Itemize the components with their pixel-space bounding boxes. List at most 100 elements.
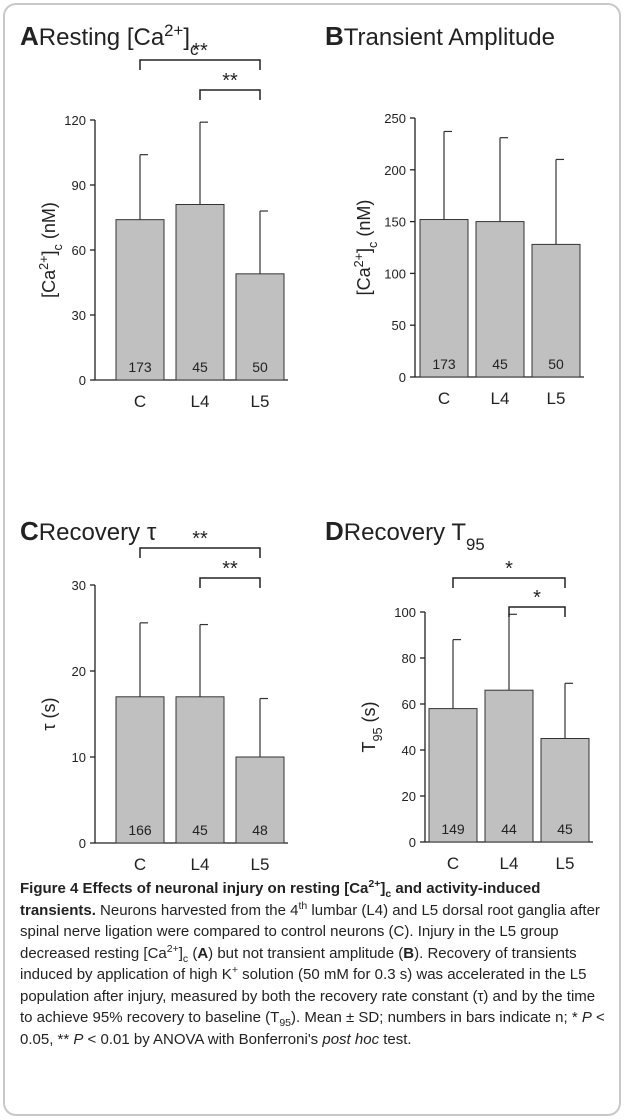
caption-run: 2+	[166, 942, 179, 955]
text-run: 2+	[164, 21, 183, 40]
caption-run: +	[231, 964, 238, 976]
bar	[115, 219, 165, 381]
n-label: 173	[432, 356, 456, 372]
y-tick-label: 20	[402, 789, 416, 804]
text-run: (s)	[359, 701, 379, 727]
n-label: 45	[492, 356, 508, 372]
caption-run: (	[188, 944, 198, 962]
text-run: ]	[183, 24, 190, 51]
caption-run: < 0.05, **	[20, 1009, 605, 1048]
caption-run: P	[73, 1030, 84, 1048]
bar	[115, 696, 165, 844]
caption-run: lumbar (L4) and L5 dorsal root ganglia a…	[20, 901, 600, 962]
significance-bracket	[139, 547, 261, 558]
y-axis-label: [Ca2+]c (nM)	[37, 202, 65, 298]
y-tick-label: 100	[394, 605, 416, 620]
x-tick-label: C	[447, 854, 459, 873]
text-run: Transient Amplitude	[344, 24, 555, 51]
y-tick-label: 30	[72, 578, 86, 593]
x-tick-label: C	[134, 392, 146, 411]
y-tick-label: 60	[402, 697, 416, 712]
y-axis-label: T95 (s)	[359, 701, 385, 752]
significance-label: **	[222, 558, 238, 580]
caption-run: ) but not transient amplitude (	[208, 944, 404, 962]
x-tick-label: C	[438, 389, 450, 408]
n-label: 166	[128, 822, 152, 838]
text-run: Recovery τ	[39, 519, 157, 546]
caption-run: Figure 4 Effects of neuronal injury on r…	[20, 880, 369, 897]
caption-run: test.	[379, 1030, 412, 1048]
x-tick-label: L5	[251, 392, 270, 411]
text-run: τ (s)	[39, 697, 59, 730]
n-label: 45	[192, 359, 208, 375]
x-tick-label: L5	[251, 855, 270, 874]
y-tick-label: 250	[384, 111, 406, 126]
panel-letter: A	[20, 21, 39, 51]
y-tick-label: 200	[384, 163, 406, 178]
caption-run: c	[385, 888, 392, 900]
text-run: Recovery T	[344, 519, 467, 546]
n-label: 50	[548, 356, 564, 372]
x-tick-label: L4	[191, 855, 210, 874]
text-run: ]	[39, 250, 59, 255]
text-run: 2+	[352, 253, 366, 267]
caption-run: ]	[380, 880, 386, 897]
n-label: 45	[192, 822, 208, 838]
y-tick-label: 120	[64, 113, 86, 128]
significance-bracket	[139, 59, 261, 70]
text-run: Resting [Ca	[39, 24, 165, 51]
n-label: 149	[441, 821, 465, 837]
caption-run: and activity-induced transients.	[20, 880, 541, 919]
n-label: 44	[501, 821, 517, 837]
y-tick-label: 60	[72, 243, 86, 258]
caption-run: ). Mean ± SD; numbers in bars indicate n…	[291, 1009, 582, 1026]
caption-run: B	[403, 944, 415, 962]
text-run: 2+	[37, 255, 51, 269]
x-tick-label: L4	[491, 389, 510, 408]
bar	[540, 738, 590, 843]
panel-title: DRecovery T95	[325, 516, 485, 554]
y-tick-label: 0	[399, 370, 406, 385]
y-tick-label: 40	[402, 743, 416, 758]
x-tick-label: L5	[547, 389, 566, 408]
text-run: 95	[371, 727, 385, 741]
caption-run: ). Recovery of transients induced by app…	[20, 944, 577, 984]
significance-label: *	[533, 587, 541, 609]
caption-run: P	[581, 1009, 592, 1026]
y-tick-label: 100	[384, 266, 406, 281]
y-tick-label: 30	[72, 308, 86, 323]
y-tick-label: 150	[384, 215, 406, 230]
panel-letter: C	[20, 516, 39, 546]
bar	[484, 689, 534, 843]
x-tick-label: L5	[556, 854, 575, 873]
y-tick-label: 0	[79, 836, 86, 851]
n-label: 173	[128, 359, 152, 375]
y-axis-label: τ (s)	[39, 697, 59, 730]
panel-letter: D	[325, 516, 344, 546]
caption-run: < 0.01 by ANOVA with Bonferroni's	[83, 1030, 323, 1048]
caption-run: ]	[178, 944, 183, 962]
text-run: c	[366, 242, 380, 248]
text-run: c	[51, 244, 65, 250]
significance-label: **	[192, 40, 208, 62]
text-run: ]	[354, 248, 374, 253]
x-tick-label: L4	[191, 392, 210, 411]
significance-bracket	[508, 606, 566, 617]
caption-run: th	[298, 899, 308, 912]
y-tick-label: 0	[79, 373, 86, 388]
caption-run: A	[197, 944, 209, 962]
text-run: (nM)	[354, 200, 374, 242]
caption-run: Neurons harvested from the 4	[95, 901, 299, 919]
significance-bracket	[199, 89, 261, 100]
text-run: (nM)	[39, 202, 59, 244]
caption-run: post hoc	[322, 1030, 380, 1048]
x-tick-label: C	[134, 855, 146, 874]
significance-label: **	[192, 528, 208, 550]
panel-title: AResting [Ca2+]c	[20, 21, 198, 59]
text-run: T	[359, 742, 379, 753]
panel-title: CRecovery τ	[20, 516, 157, 546]
y-tick-label: 80	[402, 651, 416, 666]
y-tick-label: 10	[72, 750, 86, 765]
